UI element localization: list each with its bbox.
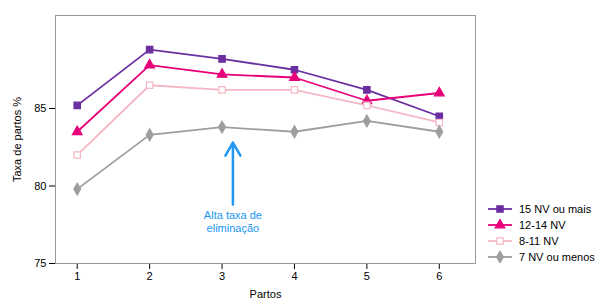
- svg-text:2: 2: [147, 270, 153, 282]
- svg-text:85: 85: [34, 102, 46, 114]
- html-text:8-11 NV: 8-11 NV: [519, 235, 559, 247]
- svg-text:80: 80: [34, 180, 46, 192]
- svg-text:3: 3: [219, 270, 225, 282]
- svg-text:75: 75: [34, 257, 46, 269]
- svg-text:6: 6: [436, 270, 442, 282]
- svg-text:Taxa de partos %: Taxa de partos %: [11, 97, 23, 182]
- svg-text:5: 5: [364, 270, 370, 282]
- svg-text:1: 1: [74, 270, 80, 282]
- html-text:12-14 NV: 12-14 NV: [519, 219, 566, 231]
- svg-text:Partos: Partos: [250, 288, 282, 300]
- html-text:7 NV ou menos: 7 NV ou menos: [519, 251, 595, 263]
- html-text:15 NV ou mais: 15 NV ou mais: [519, 203, 592, 215]
- svg-text:Alta taxa deeliminação: Alta taxa deeliminação: [204, 209, 262, 234]
- svg-text:4: 4: [291, 270, 297, 282]
